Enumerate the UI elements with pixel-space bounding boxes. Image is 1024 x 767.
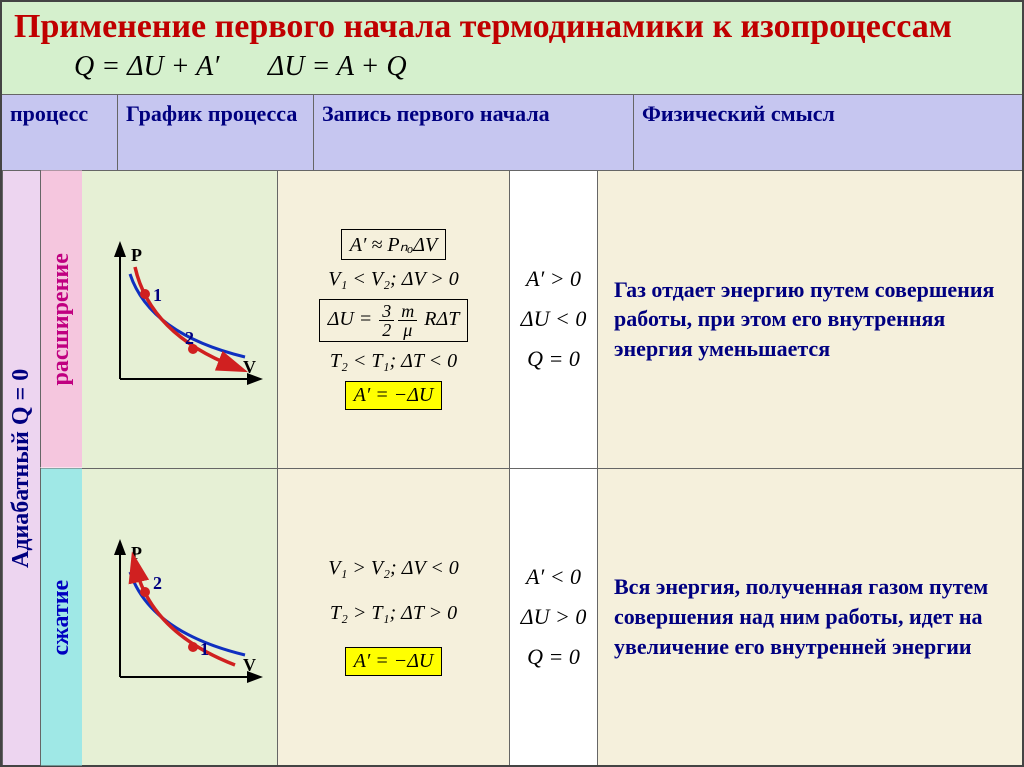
- expansion-description: Газ отдает энергию путем совершения рабо…: [598, 171, 1022, 468]
- exp-sign-q: Q = 0: [527, 346, 580, 372]
- expansion-label: расширение: [40, 171, 82, 468]
- content-area: Адиабатный Q = 0 расширение: [2, 171, 1022, 765]
- compression-formulas: V₁ > V₂; ΔV < 0 T₂ > T₁; ΔT > 0 A′ = −ΔU: [278, 469, 510, 766]
- expansion-pv-diagram: P V 1 2: [95, 239, 265, 399]
- point-2: 2: [153, 573, 162, 593]
- table-header: процесс График процесса Запись первого н…: [2, 95, 1022, 171]
- comp-sign-a: A′ < 0: [526, 564, 581, 590]
- header-graph: График процесса: [118, 95, 314, 170]
- axis-p-label: P: [131, 245, 142, 265]
- title-text: Применение первого начала термодинамики …: [14, 8, 952, 45]
- page: Применение первого начала термодинамики …: [0, 0, 1024, 767]
- compression-label: сжатие: [40, 469, 82, 766]
- compression-graph: P V 1 2: [82, 469, 278, 766]
- compression-result: A′ = −ΔU: [345, 647, 443, 676]
- expansion-cond-t: T₂ < T₁; ΔT < 0: [330, 350, 457, 373]
- point-1: 1: [153, 285, 162, 305]
- axis-v-label: V: [243, 655, 256, 675]
- formula-du: ΔU = 32mμ RΔT: [319, 299, 469, 342]
- axis-p-label: P: [131, 543, 142, 563]
- process-adiabatic-label: Адиабатный Q = 0: [2, 171, 40, 765]
- comp-sign-du: ΔU > 0: [521, 604, 587, 630]
- exp-sign-du: ΔU < 0: [521, 306, 587, 332]
- title-formula-main: ΔU = A + Q: [268, 51, 407, 83]
- compression-pv-diagram: P V 1 2: [95, 537, 265, 697]
- comp-sign-q: Q = 0: [527, 644, 580, 670]
- expansion-formulas: A′ ≈ PₙₒΔV V₁ < V₂; ΔV > 0 ΔU = 32mμ RΔT…: [278, 171, 510, 468]
- page-title: Применение первого начала термодинамики …: [14, 8, 1010, 84]
- point-2: 2: [185, 328, 194, 348]
- compression-cond-t: T₂ > T₁; ΔT > 0: [330, 602, 457, 625]
- header-process: процесс: [2, 95, 118, 170]
- compression-signs: A′ < 0 ΔU > 0 Q = 0: [510, 469, 598, 766]
- formula-work-approx: A′ ≈ PₙₒΔV: [341, 229, 446, 260]
- expansion-graph: P V 1 2: [82, 171, 278, 468]
- isotherm-curve: [130, 572, 245, 655]
- exp-sign-a: A′ > 0: [526, 266, 581, 292]
- title-block: Применение первого начала термодинамики …: [2, 2, 1022, 95]
- row-expansion: расширение: [40, 171, 1022, 469]
- adiabat-curve: [135, 267, 235, 367]
- header-meaning: Физический смысл: [634, 95, 1022, 170]
- point-1: 1: [200, 639, 209, 659]
- compression-description: Вся энергия, полученная газом путем сове…: [598, 469, 1022, 766]
- expansion-cond-v: V₁ < V₂; ΔV > 0: [328, 268, 459, 291]
- axis-v-label: V: [243, 357, 256, 377]
- compression-cond-v: V₁ > V₂; ΔV < 0: [328, 557, 459, 580]
- adiabat-curve: [135, 565, 235, 665]
- expansion-result: A′ = −ΔU: [345, 381, 443, 410]
- title-formula-alt: Q = ΔU + A′: [74, 51, 219, 83]
- expansion-signs: A′ > 0 ΔU < 0 Q = 0: [510, 171, 598, 468]
- sub-rows: расширение: [40, 171, 1022, 765]
- header-first-law: Запись первого начала: [314, 95, 634, 170]
- row-compression: сжатие P: [40, 469, 1022, 766]
